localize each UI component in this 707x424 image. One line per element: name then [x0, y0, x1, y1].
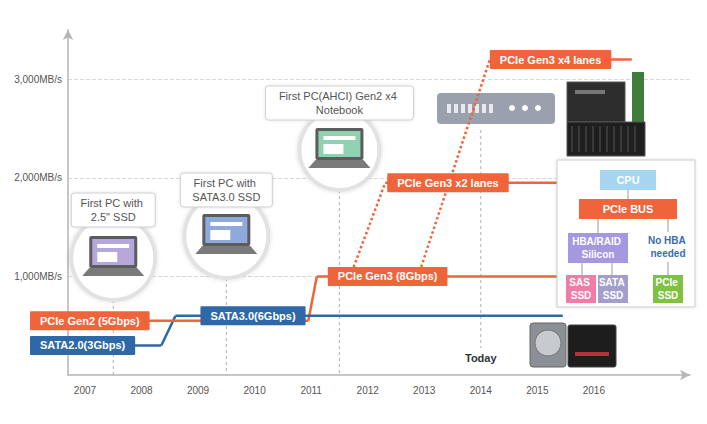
svg-text:PCIe Gen3 x4 lanes: PCIe Gen3 x4 lanes: [500, 54, 602, 66]
svg-text:3,000MB/s: 3,000MB/s: [14, 74, 62, 85]
svg-text:2.5" SSD: 2.5" SSD: [91, 211, 136, 223]
svg-text:SATA3.0(6Gbps): SATA3.0(6Gbps): [210, 310, 295, 322]
svg-text:PCIe BUS: PCIe BUS: [603, 203, 654, 215]
svg-text:Notebook: Notebook: [316, 104, 364, 116]
svg-text:2009: 2009: [187, 385, 210, 396]
svg-text:PCIe: PCIe: [655, 277, 680, 288]
svg-text:PCIe Gen2 (5Gbps): PCIe Gen2 (5Gbps): [40, 315, 140, 327]
svg-text:2,000MB/s: 2,000MB/s: [14, 172, 62, 183]
svg-text:SATA: SATA: [599, 277, 627, 288]
svg-text:2008: 2008: [130, 385, 153, 396]
svg-text:1,000MB/s: 1,000MB/s: [14, 271, 62, 282]
svg-text:Silicon: Silicon: [582, 249, 615, 260]
svg-text:SSD: SSD: [571, 290, 592, 301]
svg-text:First PC with: First PC with: [194, 177, 259, 189]
svg-text:Today: Today: [465, 352, 497, 364]
svg-text:PCIe Gen3 (8Gbps): PCIe Gen3 (8Gbps): [338, 270, 438, 282]
svg-text:SAS: SAS: [569, 277, 592, 288]
svg-text:2010: 2010: [243, 385, 266, 396]
svg-text:2013: 2013: [413, 385, 436, 396]
svg-text:2015: 2015: [526, 385, 549, 396]
svg-text:SSD: SSD: [658, 290, 679, 301]
svg-text:SATA3.0 SSD: SATA3.0 SSD: [192, 191, 260, 203]
svg-text:SATA2.0(3Gbps): SATA2.0(3Gbps): [40, 339, 125, 351]
svg-text:2012: 2012: [357, 385, 380, 396]
svg-text:needed: needed: [650, 248, 685, 259]
svg-text:2014: 2014: [470, 385, 493, 396]
svg-text:2016: 2016: [583, 385, 606, 396]
svg-text:No HBA: No HBA: [648, 235, 688, 246]
svg-text:PCIe Gen3 x2 lanes: PCIe Gen3 x2 lanes: [397, 177, 499, 189]
svg-text:SSD: SSD: [603, 290, 624, 301]
svg-text:First PC(AHCI) Gen2 x4: First PC(AHCI) Gen2 x4: [279, 90, 400, 102]
svg-text:2007: 2007: [74, 385, 97, 396]
svg-text:First PC with: First PC with: [81, 197, 146, 209]
svg-text:2011: 2011: [300, 385, 322, 396]
svg-text:CPU: CPU: [616, 174, 639, 186]
svg-text:HBA/RAID: HBA/RAID: [572, 236, 624, 247]
